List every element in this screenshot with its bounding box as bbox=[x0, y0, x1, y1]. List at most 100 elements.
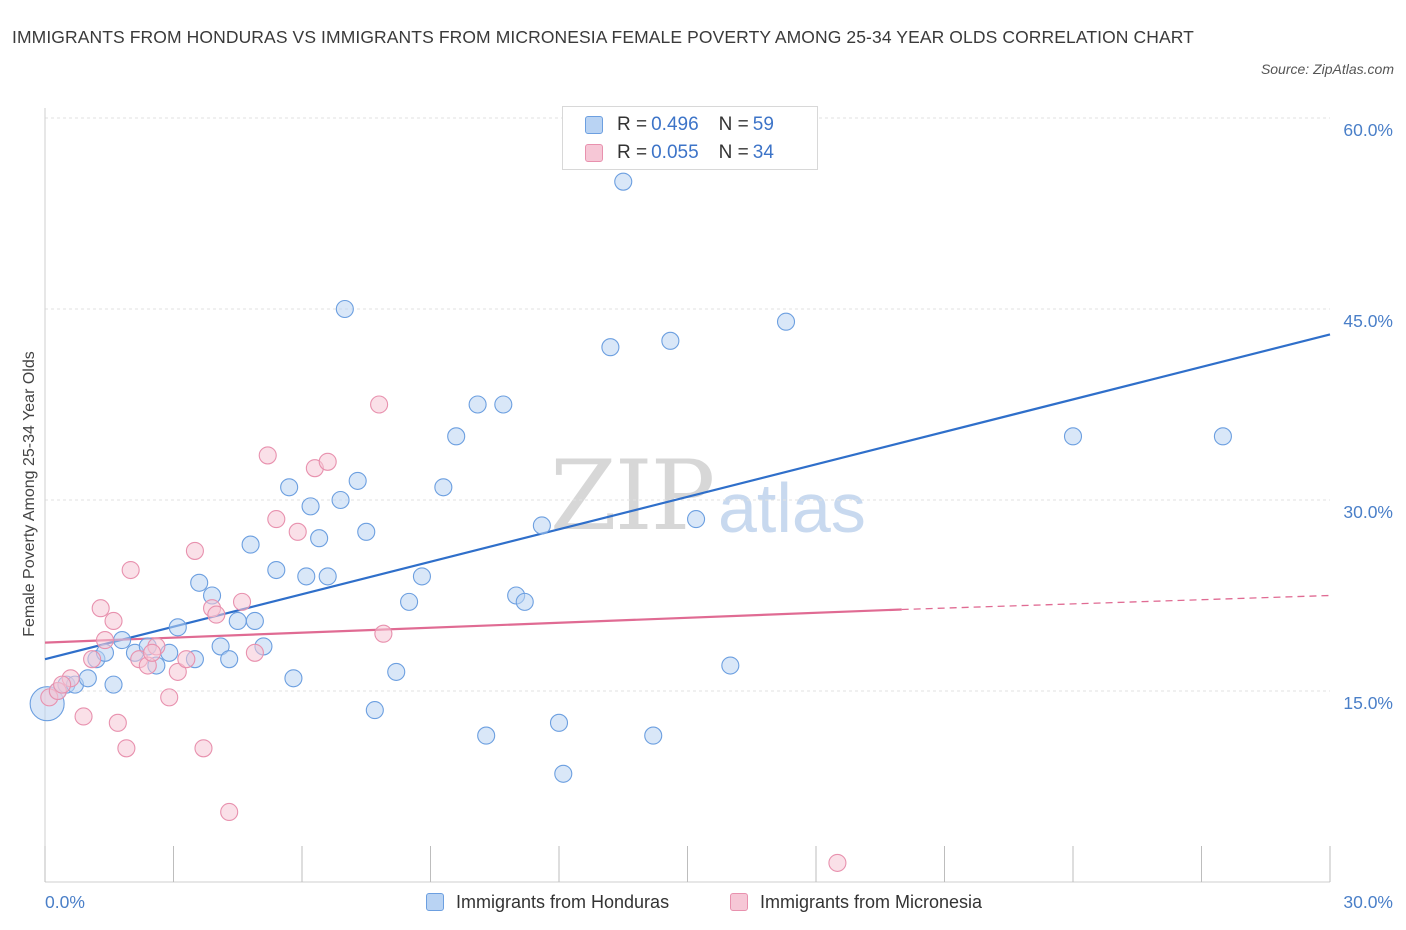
point-micronesia bbox=[168, 662, 187, 681]
point-micronesia bbox=[828, 853, 847, 872]
point-micronesia bbox=[207, 605, 226, 624]
legend-n-value: 34 bbox=[752, 142, 774, 163]
correlation-legend: R = 0.496 N = 59 R = 0.055 N = 34 bbox=[562, 106, 818, 170]
point-honduras bbox=[348, 471, 367, 490]
y-tick-label: 45.0% bbox=[1343, 311, 1393, 331]
point-micronesia bbox=[245, 643, 264, 662]
point-micronesia bbox=[220, 802, 239, 822]
point-honduras bbox=[687, 510, 706, 529]
y-tick-label: 60.0% bbox=[1343, 120, 1393, 140]
chart-title: IMMIGRANTS FROM HONDURAS VS IMMIGRANTS F… bbox=[12, 27, 1194, 47]
point-honduras bbox=[113, 631, 132, 650]
point-honduras bbox=[267, 560, 286, 580]
point-honduras bbox=[477, 726, 496, 745]
point-honduras bbox=[601, 338, 620, 357]
x-tick-label: 30.0% bbox=[1343, 892, 1393, 912]
x-tick-label: 0.0% bbox=[45, 892, 85, 912]
point-honduras bbox=[280, 478, 299, 497]
point-honduras bbox=[468, 395, 487, 414]
point-honduras bbox=[494, 395, 513, 414]
point-honduras bbox=[297, 567, 316, 586]
point-micronesia bbox=[53, 675, 72, 694]
axes bbox=[44, 108, 1331, 883]
point-honduras bbox=[776, 312, 796, 331]
point-honduras bbox=[241, 535, 260, 554]
point-micronesia bbox=[267, 510, 286, 529]
legend-swatch-honduras bbox=[585, 116, 603, 134]
trend-line-micronesia bbox=[44, 608, 902, 644]
bottom-legend-honduras: Immigrants from Honduras bbox=[426, 889, 669, 915]
point-micronesia bbox=[108, 713, 127, 732]
point-micronesia bbox=[117, 739, 136, 758]
point-honduras bbox=[721, 656, 740, 675]
trend-extension-micronesia bbox=[901, 594, 1331, 611]
point-micronesia bbox=[160, 688, 179, 707]
legend-row-honduras: R = 0.496 N = 59 bbox=[585, 112, 774, 138]
point-honduras bbox=[447, 427, 466, 446]
legend-swatch-micronesia bbox=[585, 144, 603, 162]
point-honduras bbox=[387, 662, 406, 681]
bottom-legend-label-micronesia: Immigrants from Micronesia bbox=[760, 891, 983, 912]
y-tick-label: 30.0% bbox=[1343, 502, 1393, 522]
point-micronesia bbox=[143, 643, 162, 662]
legend-r-label: R = bbox=[617, 142, 648, 163]
point-honduras bbox=[301, 497, 320, 516]
data-points bbox=[29, 172, 1232, 872]
legend-n-label: N = bbox=[718, 142, 749, 163]
point-honduras bbox=[220, 650, 239, 669]
tick-labels: 15.0% 30.0% 45.0% 60.0% 0.0% 30.0% bbox=[45, 120, 1393, 912]
point-honduras bbox=[515, 592, 534, 611]
point-micronesia bbox=[194, 739, 213, 758]
point-honduras bbox=[284, 669, 303, 688]
trend-line-honduras bbox=[44, 333, 1331, 661]
point-honduras bbox=[554, 764, 573, 783]
bottom-legend-label-honduras: Immigrants from Honduras bbox=[456, 891, 670, 912]
point-micronesia bbox=[370, 395, 389, 414]
point-micronesia bbox=[121, 560, 140, 580]
point-honduras bbox=[661, 331, 680, 350]
point-micronesia bbox=[91, 599, 110, 618]
legend-r-label: R = bbox=[617, 114, 648, 135]
point-honduras bbox=[434, 478, 453, 497]
point-honduras bbox=[1063, 427, 1083, 446]
y-tick-label: 15.0% bbox=[1343, 693, 1393, 713]
point-micronesia bbox=[374, 624, 393, 643]
point-honduras bbox=[357, 522, 376, 541]
source-label: Source: ZipAtlas.com bbox=[1260, 61, 1394, 77]
legend-n-value: 59 bbox=[752, 114, 774, 135]
point-honduras bbox=[318, 567, 337, 586]
trend-lines bbox=[44, 333, 1331, 661]
bottom-legend-micronesia: Immigrants from Micronesia bbox=[730, 889, 982, 915]
point-micronesia bbox=[177, 650, 196, 669]
point-honduras bbox=[335, 299, 354, 319]
legend-r-value: 0.496 bbox=[651, 114, 699, 135]
point-honduras bbox=[412, 567, 431, 586]
point-micronesia bbox=[74, 707, 93, 726]
point-micronesia bbox=[83, 650, 102, 669]
point-honduras bbox=[190, 573, 209, 592]
point-honduras bbox=[400, 592, 419, 611]
point-honduras bbox=[614, 172, 633, 191]
legend-row-micronesia: R = 0.055 N = 34 bbox=[585, 140, 774, 166]
point-micronesia bbox=[258, 446, 277, 465]
point-honduras bbox=[549, 713, 569, 732]
point-honduras bbox=[310, 529, 329, 548]
point-honduras bbox=[245, 611, 264, 631]
bottom-legend-swatch-micronesia bbox=[730, 893, 748, 911]
y-axis-label: Female Poverty Among 25-34 Year Olds bbox=[21, 351, 38, 637]
point-micronesia bbox=[318, 452, 337, 471]
point-micronesia bbox=[288, 522, 307, 541]
legend-n-label: N = bbox=[718, 114, 749, 135]
point-micronesia bbox=[104, 611, 123, 631]
point-honduras bbox=[532, 516, 551, 535]
point-honduras bbox=[644, 726, 663, 745]
point-honduras bbox=[168, 618, 187, 637]
point-micronesia bbox=[232, 592, 252, 611]
point-honduras bbox=[1213, 427, 1232, 446]
bottom-legend-swatch-honduras bbox=[426, 893, 444, 911]
point-honduras bbox=[331, 490, 350, 510]
point-micronesia bbox=[185, 541, 204, 560]
point-honduras bbox=[104, 675, 123, 694]
point-micronesia bbox=[95, 631, 115, 650]
